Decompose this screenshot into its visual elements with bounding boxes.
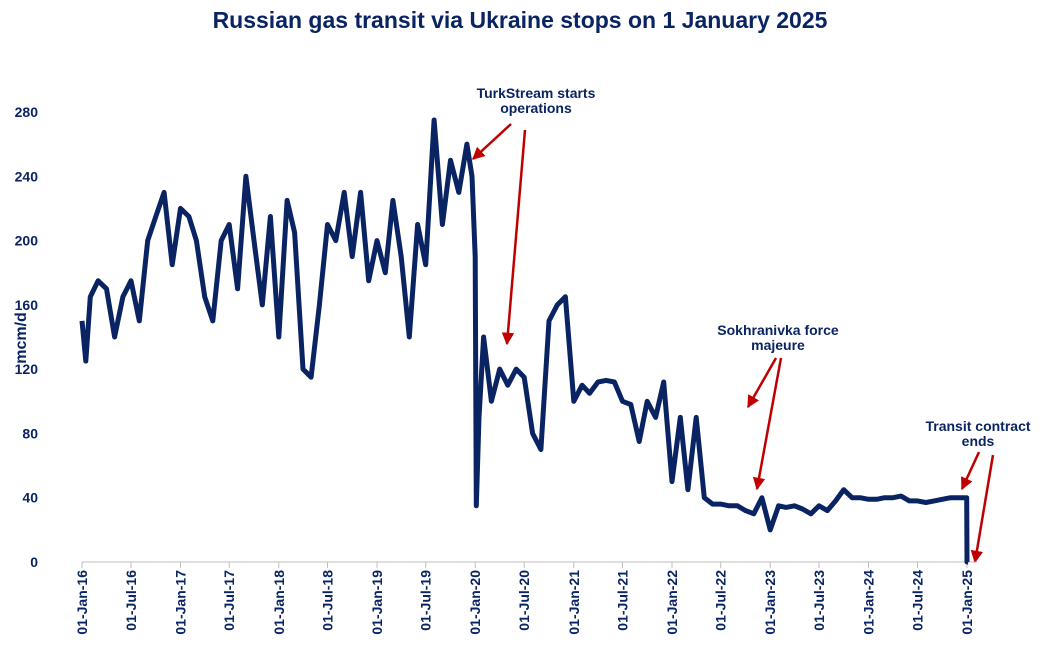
x-tick-label: 01-Jul-18 [319,570,335,631]
x-tick-label: 01-Jan-19 [369,570,385,635]
annotation: ends [962,433,995,449]
x-tick-label: 01-Jan-18 [271,570,287,635]
data-line [79,117,970,565]
x-tick-label: 01-Jan-20 [467,570,483,635]
x-tick-label: 01-Jul-23 [811,570,827,631]
x-tick-label: 01-Jul-19 [418,570,434,631]
x-tick-label: 01-Jan-17 [173,570,189,635]
y-tick-label: 280 [15,104,39,120]
annotation: Transit contract [925,418,1030,434]
x-tick-label: 01-Jul-16 [123,570,139,631]
x-tick-label: 01-Jan-24 [860,570,876,635]
x-tick-label: 01-Jul-17 [221,570,237,631]
y-tick-label: 40 [22,490,38,506]
annotation: majeure [751,337,805,353]
x-tick-label: 01-Jul-21 [614,570,630,631]
chart-title: Russian gas transit via Ukraine stops on… [213,7,828,33]
y-tick-label: 160 [15,297,39,313]
annotation: operations [500,100,572,116]
y-tick-label: 80 [22,425,38,441]
y-tick-label: 0 [30,554,38,570]
x-tick-label: 01-Jul-24 [909,570,925,631]
x-tick-label: 01-Jul-20 [516,570,532,631]
annotation: Sokhranivka force [717,322,839,338]
x-tick-label: 01-Jan-22 [664,570,680,635]
y-tick-label: 200 [15,233,39,249]
x-tick-label: 01-Jul-22 [713,570,729,631]
x-tick-label: 01-Jan-25 [959,570,975,635]
y-tick-label: 240 [15,168,39,184]
y-axis-label: mcm/d [13,312,30,364]
x-tick-label: 01-Jan-23 [762,570,778,635]
x-tick-label: 01-Jan-21 [566,570,582,635]
x-tick-label: 01-Jan-16 [74,570,90,635]
annotation: TurkStream starts [477,85,596,101]
y-tick-label: 120 [15,361,39,377]
annotation-arrows [472,123,995,564]
